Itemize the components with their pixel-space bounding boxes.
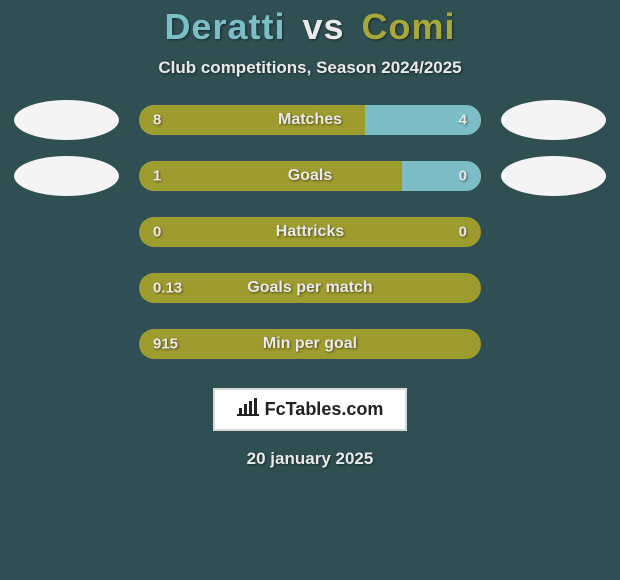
stat-bar: 0.13 Goals per match: [139, 273, 481, 303]
stat-row: 0.13 Goals per match: [0, 268, 620, 308]
stat-bar-left: [139, 161, 402, 191]
avatar-spacer: [14, 324, 119, 364]
stat-label: Goals per match: [247, 279, 372, 297]
brand-box[interactable]: FcTables.com: [213, 388, 408, 431]
stats-container: 8 Matches 4 1 Goals 0 0 Hattricks 0 0.13 Goals per…: [0, 100, 620, 380]
stat-label: Goals: [288, 167, 332, 185]
avatar-spacer: [501, 212, 606, 252]
title-player2: Comi: [362, 6, 456, 47]
player1-avatar: [14, 156, 119, 196]
stat-bar: 0 Hattricks 0: [139, 217, 481, 247]
stat-value-left: 0.13: [153, 280, 182, 297]
stat-label: Matches: [278, 111, 342, 129]
stat-value-right: 0: [459, 224, 467, 241]
subtitle: Club competitions, Season 2024/2025: [158, 58, 461, 78]
player2-avatar: [501, 156, 606, 196]
stat-row: 0 Hattricks 0: [0, 212, 620, 252]
stat-value-left: 8: [153, 112, 161, 129]
stat-bar: 915 Min per goal: [139, 329, 481, 359]
player1-avatar: [14, 100, 119, 140]
date: 20 january 2025: [247, 449, 374, 469]
avatar-spacer: [14, 212, 119, 252]
avatar-spacer: [14, 268, 119, 308]
stat-value-right: 0: [459, 168, 467, 185]
chart-icon: [237, 398, 259, 421]
stat-value-left: 0: [153, 224, 161, 241]
stat-bar-right: [402, 161, 481, 191]
stat-bar: 1 Goals 0: [139, 161, 481, 191]
stat-value-left: 915: [153, 336, 178, 353]
brand-text: FcTables.com: [265, 399, 384, 420]
page-title: Deratti vs Comi: [164, 6, 455, 48]
stat-bar: 8 Matches 4: [139, 105, 481, 135]
title-vs: vs: [302, 6, 344, 47]
stat-row: 1 Goals 0: [0, 156, 620, 196]
stat-row: 915 Min per goal: [0, 324, 620, 364]
stat-label: Hattricks: [276, 223, 344, 241]
comparison-infographic: Deratti vs Comi Club competitions, Seaso…: [0, 0, 620, 580]
stat-label: Min per goal: [263, 335, 357, 353]
player2-avatar: [501, 100, 606, 140]
avatar-spacer: [501, 324, 606, 364]
stat-row: 8 Matches 4: [0, 100, 620, 140]
title-player1: Deratti: [164, 6, 285, 47]
stat-value-left: 1: [153, 168, 161, 185]
stat-value-right: 4: [459, 112, 467, 129]
avatar-spacer: [501, 268, 606, 308]
